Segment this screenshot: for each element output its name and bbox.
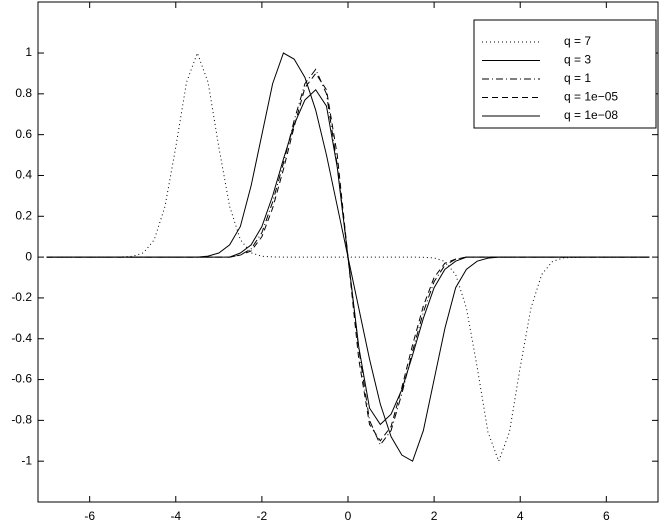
legend-label: q = 1 xyxy=(564,71,591,85)
y-tick-label: 0.2 xyxy=(15,208,32,222)
y-tick-label: 0 xyxy=(25,249,32,263)
legend-label: q = 3 xyxy=(564,53,591,67)
x-tick-label: 4 xyxy=(517,509,524,523)
legend-label: q = 1e−08 xyxy=(564,108,618,122)
series-line xyxy=(46,88,650,426)
y-tick-label: -0.8 xyxy=(11,413,32,427)
y-tick-label: -0.2 xyxy=(11,290,32,304)
x-tick-label: 0 xyxy=(345,509,352,523)
x-tick-label: -6 xyxy=(84,509,95,523)
y-tick-label: -0.4 xyxy=(11,331,32,345)
y-tick-label: -1 xyxy=(21,453,32,467)
y-tick-label: -0.6 xyxy=(11,372,32,386)
x-tick-label: 6 xyxy=(603,509,610,523)
x-tick-label: 2 xyxy=(431,509,438,523)
x-tick-label: -4 xyxy=(170,509,181,523)
y-tick-label: 0.6 xyxy=(15,127,32,141)
legend-label: q = 1e−05 xyxy=(564,90,618,104)
legend-box xyxy=(473,19,657,129)
y-tick-label: 0.4 xyxy=(15,168,32,182)
y-tick-label: 1 xyxy=(25,45,32,59)
legend-label: q = 7 xyxy=(564,34,591,48)
x-tick-label: -2 xyxy=(257,509,268,523)
y-tick-label: 0.8 xyxy=(15,86,32,100)
